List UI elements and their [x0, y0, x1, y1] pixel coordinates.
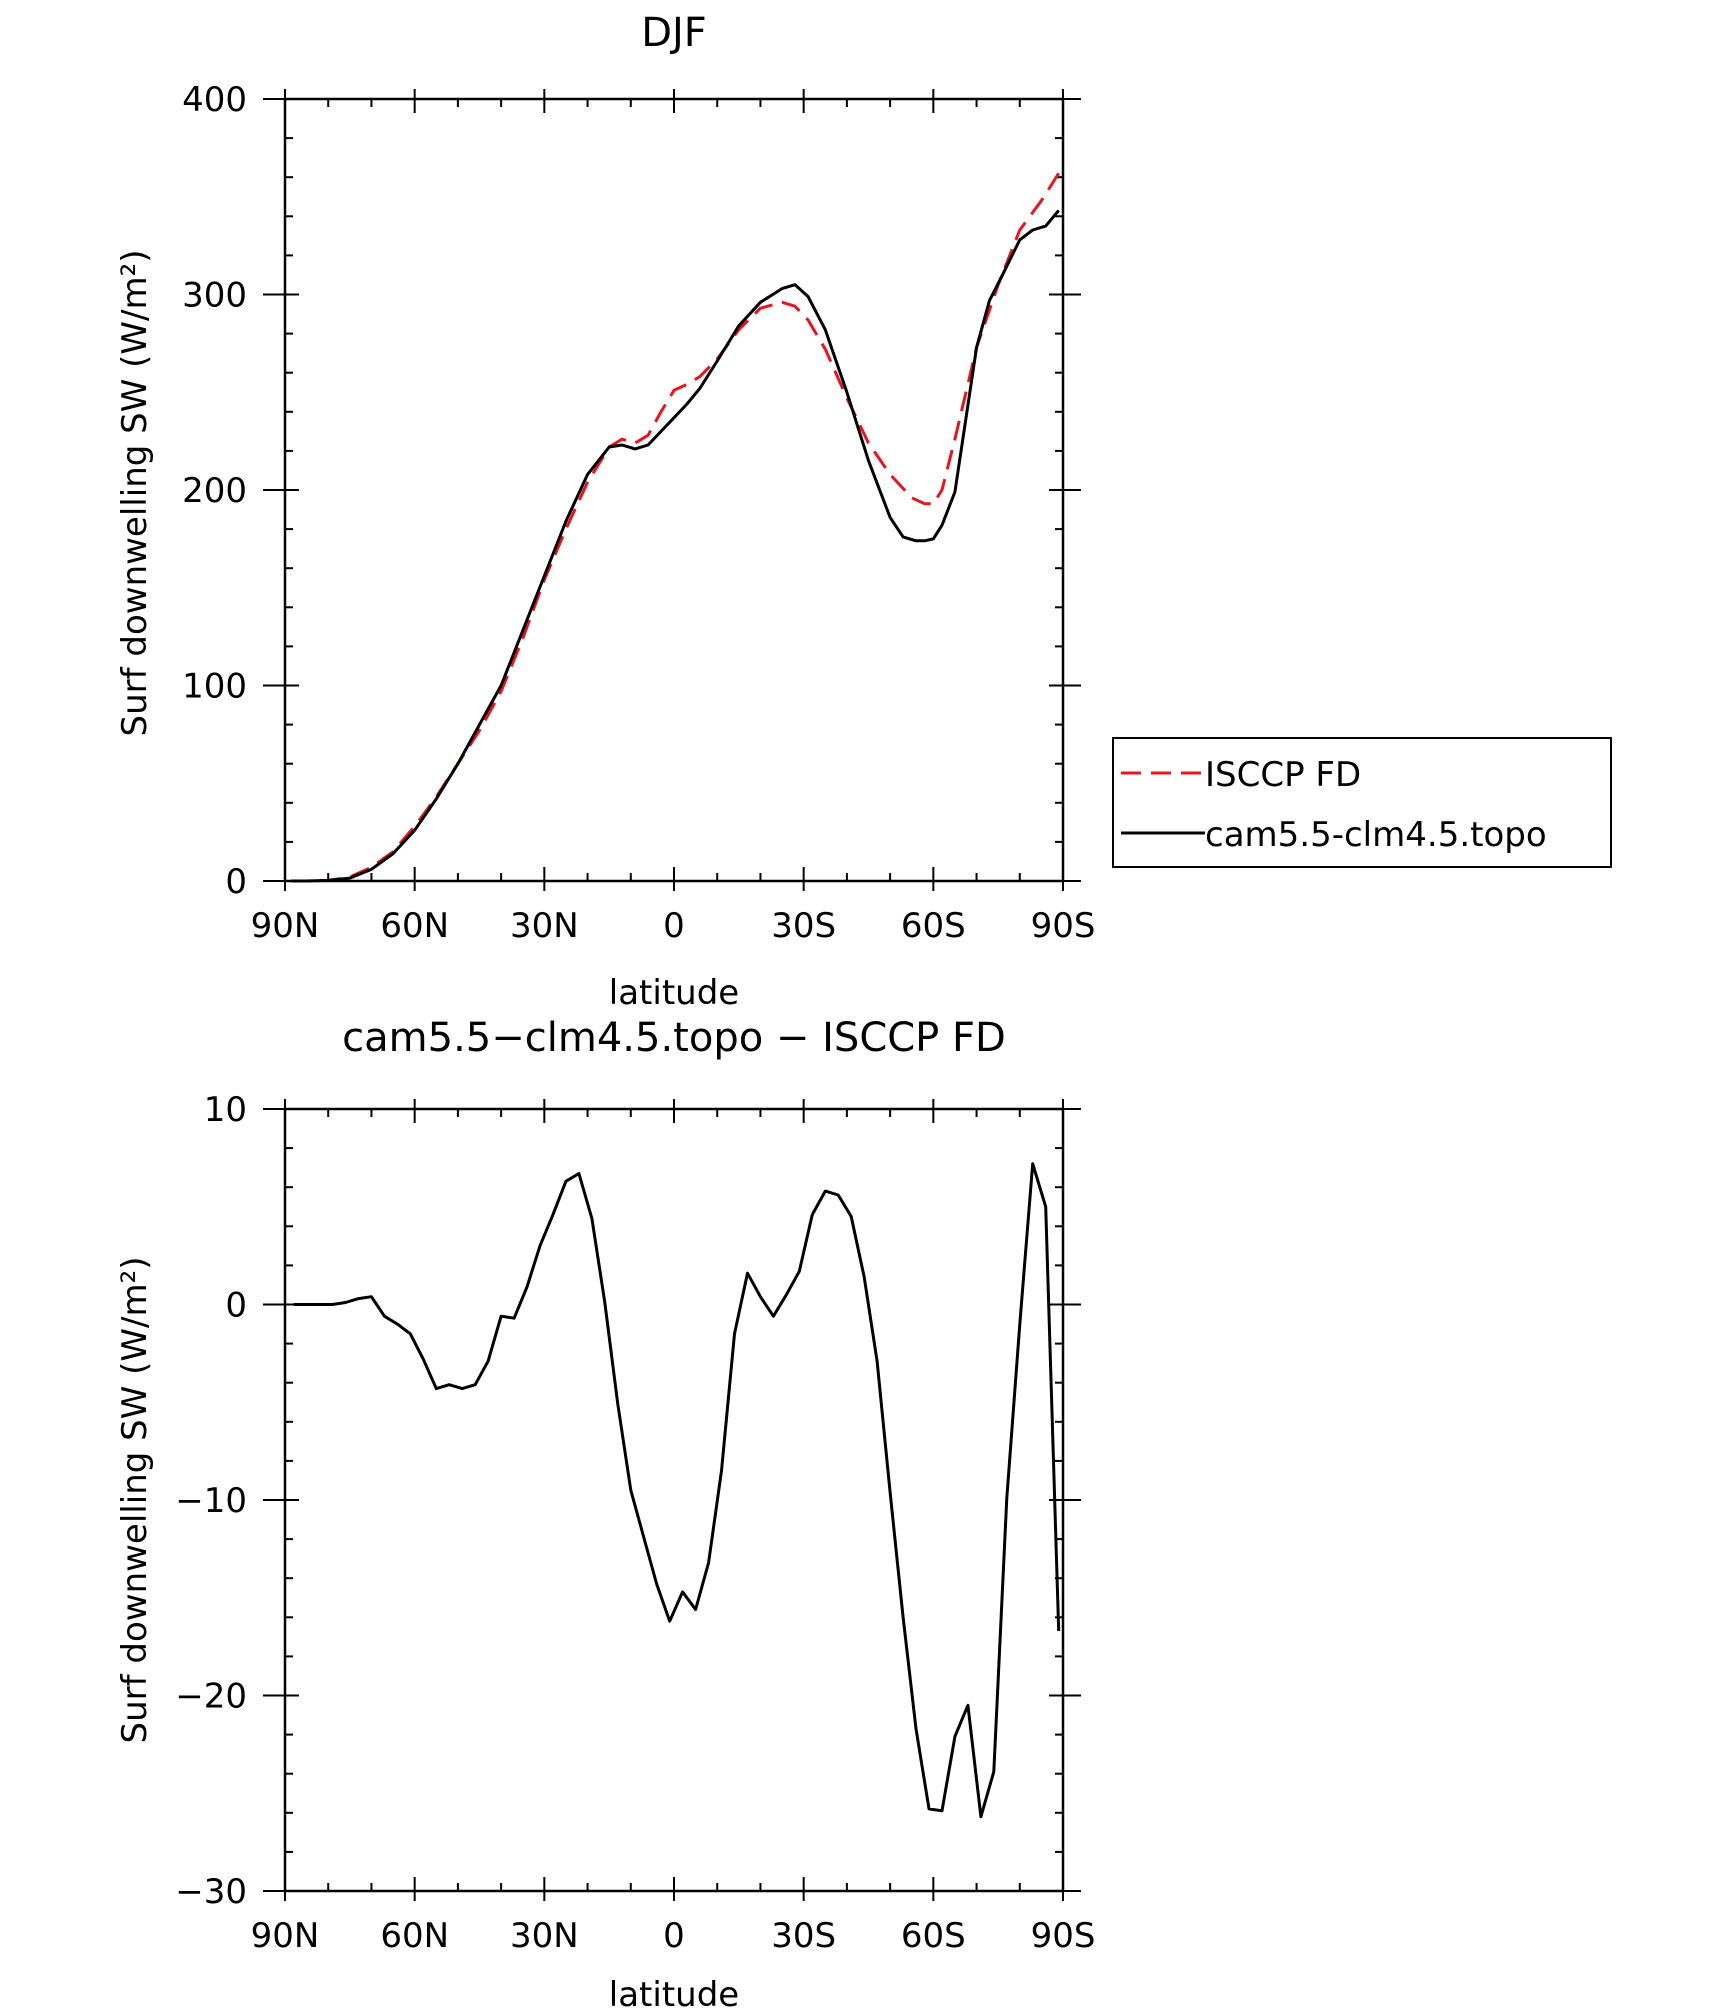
x-axis-label: latitude: [609, 973, 739, 1013]
plot-frame: [283, 1107, 1065, 1893]
y-tick-label: −10: [175, 1481, 247, 1521]
x-tick-label: 60S: [901, 906, 966, 946]
difference-plot-area: 90N 60N 30N 0 30S 60S 90S −30 −20 −10 0 10: [175, 1090, 1095, 1956]
x-tick-label: 90N: [251, 1916, 320, 1956]
difference-panel: cam5.5−clm4.5.topo − ISCCP FD 90N 60N 30N 0…: [115, 1015, 1095, 2010]
djf-plot-area: 90N 60N 30N 0 30S 60S 90S 0 100 200 300 400: [182, 80, 1095, 946]
x-tick-label: 30N: [510, 906, 579, 946]
x-tick-label: 60S: [901, 1916, 966, 1956]
y-axis-label: Surf downwelling SW (W/m²): [115, 250, 155, 737]
x-tick-label: 0: [663, 1916, 685, 1956]
x-tick-label: 30S: [771, 906, 836, 946]
x-tick-label: 90N: [251, 906, 320, 946]
y-axis-label: Surf downwelling SW (W/m²): [115, 1257, 155, 1744]
x-tick-label: 60N: [380, 1916, 449, 1956]
plot-frame: [283, 97, 1065, 883]
y-tick-label: −30: [175, 1872, 247, 1912]
y-tick-label: 400: [182, 80, 247, 120]
chart-title: cam5.5−clm4.5.topo − ISCCP FD: [342, 1015, 1006, 1061]
y-tick-label: −20: [175, 1677, 247, 1717]
x-tick-label: 60N: [380, 906, 449, 946]
legend-box: [1112, 737, 1612, 868]
series-line-difference: [293, 1162, 1061, 1819]
y-tick-label: 300: [182, 276, 247, 316]
x-tick-label: 90S: [1031, 1916, 1096, 1956]
y-tick-label: 200: [182, 471, 247, 511]
legend-label-isccp-fd: ISCCP FD: [1205, 755, 1361, 795]
y-tick-label: 0: [225, 862, 247, 902]
chart-title: DJF: [641, 10, 707, 56]
legend: ISCCP FD cam5.5-clm4.5.topo: [1112, 737, 1612, 868]
legend-label-cam55-clm45-topo: cam5.5-clm4.5.topo: [1205, 815, 1547, 855]
x-tick-label: 30S: [771, 1916, 836, 1956]
x-axis-label: latitude: [609, 1975, 739, 2010]
x-tick-label: 90S: [1031, 906, 1096, 946]
y-tick-label: 0: [225, 1286, 247, 1326]
y-tick-label: 100: [182, 667, 247, 707]
x-tick-label: 0: [663, 906, 685, 946]
y-tick-label: 10: [204, 1090, 247, 1130]
series-line-cam5-5-clm4-5-topo: [291, 209, 1060, 883]
x-tick-label: 30N: [510, 1916, 579, 1956]
djf-panel: DJF 90N 60N 30N 0 30S 60S 90S 0 100 200 300 400 lat…: [115, 10, 1612, 1013]
series-line-isccp-fd: [291, 172, 1060, 883]
